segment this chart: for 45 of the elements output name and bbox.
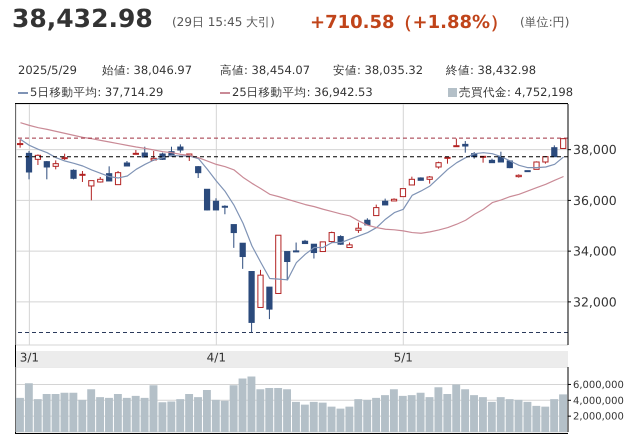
candlestick [195, 166, 202, 178]
chart-title: 38,432.98 [12, 4, 153, 33]
x-tick-label: 5/1 [394, 350, 413, 365]
y-tick-label: 4,000,000 [573, 396, 624, 407]
candlestick [462, 140, 468, 154]
y-tick-label: 36,000 [573, 192, 617, 208]
candlestick [34, 154, 42, 166]
candlestick [328, 231, 335, 244]
candlestick [284, 251, 290, 281]
candlestick [204, 188, 210, 212]
candlestick [373, 204, 380, 216]
legend-label: 売買代金: 4,752,198 [459, 85, 574, 100]
chart-subtitle: (29日 15:45 大引) [172, 14, 275, 31]
x-tick-label: 3/1 [20, 350, 40, 365]
legend-label: 25日移動平均: 36,942.53 [232, 85, 373, 100]
candlestick [355, 222, 362, 234]
legend-label: 5日移動平均: 37,714.29 [30, 85, 164, 100]
candlestick [79, 170, 86, 182]
candlestick [240, 242, 246, 270]
y-tick-label: 6,000,000 [573, 380, 624, 391]
candlestick [44, 160, 50, 180]
candlestick [70, 168, 77, 180]
candlestick [560, 138, 566, 150]
line-series [20, 138, 564, 280]
y-tick-label: 38,000 [573, 142, 617, 158]
line-series [20, 122, 564, 234]
y-tick-label: 34,000 [573, 244, 617, 259]
candlestick [212, 198, 220, 210]
y-tick-label: 32,000 [573, 294, 617, 310]
text: 終値: 38,432.98 [446, 63, 536, 78]
x-tick-label: 4/1 [206, 350, 226, 365]
candlestick [142, 146, 148, 158]
candlestick [230, 224, 237, 248]
text: 2025/5/29 [18, 63, 77, 77]
text: 始値: 38,046.97 [102, 63, 192, 78]
y-tick-label: 2,000,000 [573, 412, 624, 423]
text: 安値: 38,035.32 [333, 63, 424, 78]
text: 高値: 38,454.07 [220, 63, 310, 78]
candlestick [88, 180, 94, 201]
candlestick [266, 286, 273, 320]
text: (単位:円) [520, 14, 570, 31]
candlestick [26, 150, 32, 180]
candlestick [551, 144, 558, 158]
text: +710.58（+1.88%） [310, 11, 508, 34]
candlestick [293, 242, 300, 252]
